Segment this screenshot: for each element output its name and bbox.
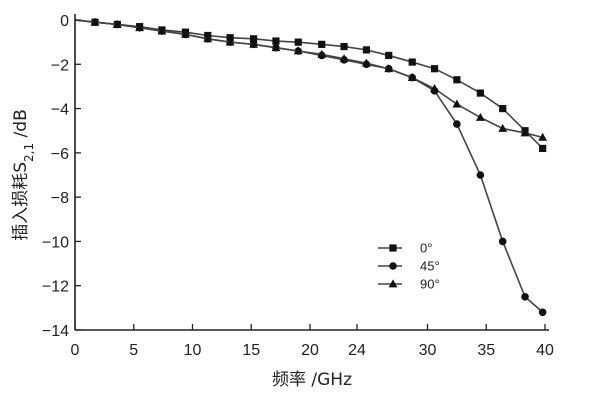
x-tick-label: 15 [242,342,260,359]
data-point [271,43,281,52]
data-point [430,65,439,73]
data-point [538,132,548,141]
x-tick-label: 0 [71,342,80,359]
data-point [520,128,530,137]
y-tick-label: −2 [51,57,69,74]
legend-marker [389,244,397,252]
data-point [181,29,190,38]
data-point [453,76,461,84]
data-point [135,23,145,32]
data-point [90,17,100,26]
x-axis-title: 频率 /GHz [272,370,352,390]
data-point [250,35,258,43]
y-tick-label: −6 [51,146,69,163]
data-point [225,37,235,46]
data-point [476,171,485,179]
series-3 [74,17,548,141]
legend-entry-1: 0° [378,241,432,256]
legend-label: 90° [420,277,440,292]
data-point [362,58,371,67]
y-tick-label: −10 [42,234,69,251]
data-point [453,120,461,128]
data-point [407,72,417,81]
data-point [498,237,507,246]
legend: 0° 45° 90° [378,241,440,292]
y-axis-title-suffix: /dB [11,109,31,143]
data-point [294,38,302,46]
data-point [476,89,484,97]
y-tick-label: −12 [42,279,69,296]
x-tick-label: 10 [184,342,202,359]
data-point [249,39,258,48]
data-point [538,308,547,317]
y-tick-label: −4 [51,102,69,119]
series-1 [74,18,547,153]
data-point [112,19,122,28]
series-line [74,19,543,139]
data-point [293,46,303,55]
x-tick-label: 35 [477,342,495,359]
x-tick-label: 20 [301,342,319,359]
axes-layer: 0 5 10 15 20 24 30 35 40 0 −2 −4 −6 −8 −10 −12 −14 [42,13,554,359]
data-point [498,123,508,132]
series-line [74,19,544,313]
legend-label: 45° [420,259,440,274]
data-point [452,99,462,108]
y-tick-label: −14 [42,323,69,340]
x-tick-label: 5 [129,342,138,359]
data-point [430,84,439,93]
data-point [317,49,327,58]
y-tick-label: 0 [60,13,69,30]
legend-entry-2: 45° [378,259,440,274]
data-point [539,144,547,153]
series-2 [74,18,547,317]
data-point [384,64,394,73]
legend-marker [389,262,397,270]
data-point [521,292,529,301]
data-point [318,40,326,48]
y-axis-title: 插入损耗S2,1 /dB [11,109,36,240]
x-tick-label: 24 [348,342,366,359]
y-axis-title-prefix: 插入损耗S [11,162,31,241]
data-point [385,51,393,60]
legend-label: 0° [420,241,432,256]
x-tick-label: 40 [536,342,554,359]
data-point [499,104,507,113]
y-axis-title-subscript: 2,1 [22,143,36,162]
data-point [157,26,167,35]
series-line [74,19,544,149]
data-point [203,34,213,43]
series-layer [74,17,548,317]
legend-marker [388,279,398,288]
data-point [408,58,416,66]
data-point [272,37,280,45]
data-point [475,112,485,121]
legend-entry-3: 90° [378,277,440,292]
data-point [340,42,348,51]
y-tick-label: −8 [51,190,69,207]
x-tick-label: 30 [419,342,437,359]
data-point [362,46,370,54]
data-point [339,54,349,63]
